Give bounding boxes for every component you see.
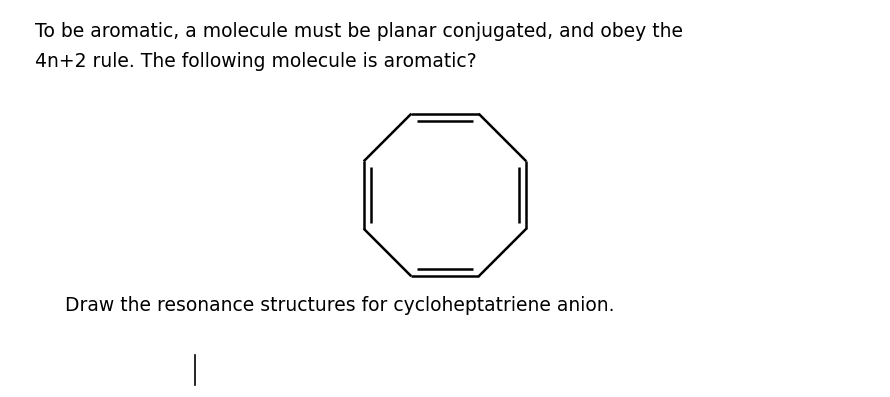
Text: To be aromatic, a molecule must be planar conjugated, and obey the: To be aromatic, a molecule must be plana… [35, 22, 683, 41]
Text: 4n+2 rule. The following molecule is aromatic?: 4n+2 rule. The following molecule is aro… [35, 52, 477, 71]
Text: Draw the resonance structures for cycloheptatriene anion.: Draw the resonance structures for cycloh… [65, 296, 614, 315]
